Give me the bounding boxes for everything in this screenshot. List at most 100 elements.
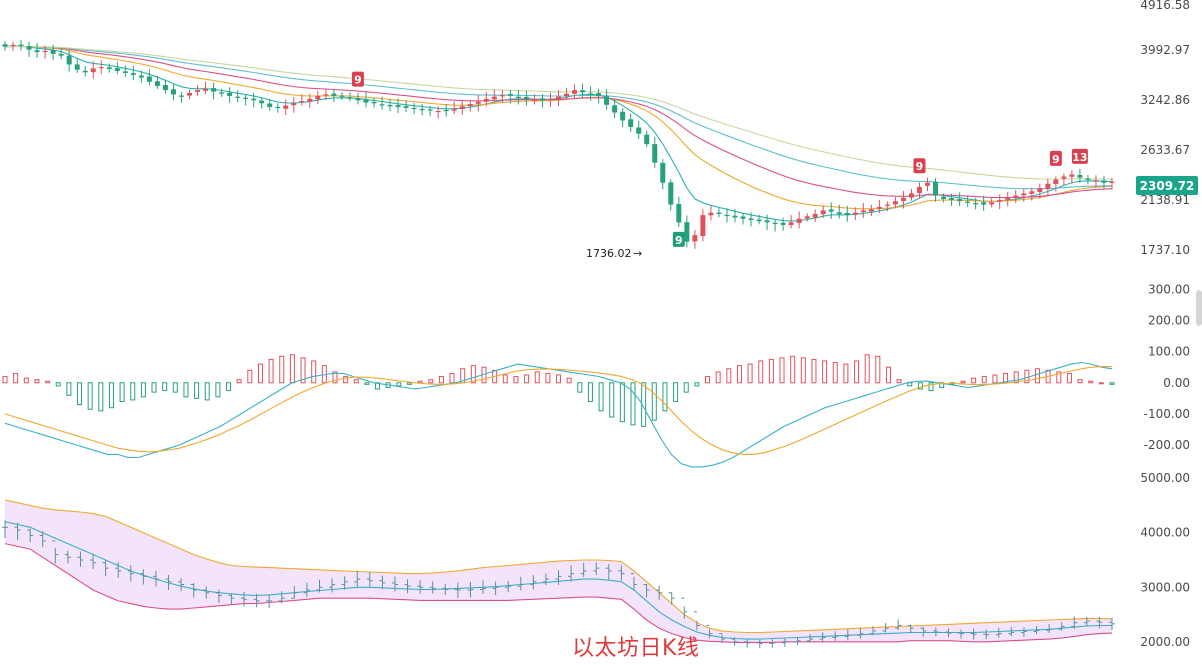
candle-body — [50, 50, 56, 54]
candle-body — [106, 67, 112, 70]
macd-histogram-bar — [236, 379, 242, 384]
macd-histogram-bar — [470, 365, 476, 384]
macd-histogram-bar — [23, 377, 29, 384]
macd-histogram-bar — [609, 382, 615, 418]
candle-body — [556, 96, 561, 100]
min-price-label: 1736.02 — [586, 247, 632, 260]
current-price-label: 2309.72 — [1140, 179, 1195, 193]
macd-histogram-bar — [577, 382, 583, 393]
candle-body — [604, 96, 610, 105]
candle-body — [1037, 188, 1043, 192]
candle-body — [820, 210, 826, 215]
macd-histogram-bar — [140, 382, 146, 398]
candle-body — [122, 71, 128, 73]
macd-histogram-bar — [875, 355, 881, 384]
candle-body — [283, 105, 289, 109]
macd-histogram-bar — [98, 382, 104, 412]
candle-body — [130, 73, 136, 75]
macd-histogram-bar — [928, 382, 934, 392]
macd-histogram-bar — [566, 377, 572, 384]
macd-histogram-bar — [981, 376, 987, 384]
candle-body — [2, 44, 8, 47]
candle-body — [724, 214, 730, 216]
candle-body — [780, 222, 786, 225]
candle-body — [459, 106, 465, 109]
candle-body — [42, 50, 48, 53]
macd-histogram-bar — [1013, 371, 1019, 384]
candle-body — [74, 64, 80, 70]
candle-body — [916, 186, 922, 194]
candle-body — [700, 215, 706, 237]
candle-body — [852, 212, 858, 215]
boll-tick-label: 5000.00 — [1140, 471, 1190, 485]
td-marker-label: 9 — [1052, 153, 1060, 166]
candle-body — [1021, 193, 1027, 196]
candle-body — [933, 181, 939, 196]
candle-body — [668, 182, 674, 205]
candle-body — [748, 218, 754, 220]
candle-body — [981, 202, 987, 205]
macd-histogram-bar — [108, 382, 114, 409]
macd-histogram-bar — [907, 382, 913, 387]
price-tick-label: 2633.67 — [1140, 143, 1190, 157]
candle-body — [949, 198, 955, 201]
candle-body — [211, 88, 217, 92]
macd-tick-label: 300.00 — [1148, 282, 1190, 296]
candle-body — [1045, 183, 1051, 190]
candle-body — [828, 209, 834, 212]
macd-histogram-bar — [800, 357, 806, 384]
candle-body — [796, 218, 802, 223]
candle-body — [243, 97, 249, 99]
candle-body — [154, 81, 160, 86]
macd-histogram-bar — [257, 363, 263, 384]
moving-average-line-5 — [5, 46, 1113, 180]
macd-histogram-bar — [77, 382, 83, 406]
candle-body — [379, 104, 385, 106]
candle-body — [652, 144, 658, 163]
candle-body — [411, 107, 417, 110]
boll-tick-label: 4000.00 — [1140, 526, 1190, 540]
macd-histogram-bar — [843, 363, 849, 384]
scrollbar-handle[interactable] — [1196, 290, 1202, 326]
candle-body — [403, 106, 409, 108]
macd-histogram-bar — [45, 380, 51, 384]
candle-body — [636, 127, 642, 134]
candle-body — [1101, 180, 1107, 183]
macd-histogram-bar — [66, 382, 72, 396]
macd-histogram-bar — [55, 382, 61, 387]
candle-body — [491, 96, 497, 100]
candle-body — [620, 111, 626, 121]
macd-histogram-bar — [343, 376, 349, 384]
macd-histogram-bar — [832, 362, 838, 384]
candle-body — [812, 213, 818, 218]
candle-body — [395, 105, 401, 108]
candle-body — [451, 108, 457, 111]
candle-body — [363, 99, 369, 103]
macd-tick-label: 100.00 — [1148, 345, 1190, 359]
candle-body — [1093, 180, 1099, 182]
td-marker-label: 9 — [916, 160, 924, 173]
td-marker-label: 13 — [1072, 151, 1087, 164]
moving-average-line-4 — [5, 45, 1113, 190]
macd-histogram-bar — [1077, 379, 1083, 384]
macd-tick-label: 0.00 — [1163, 376, 1190, 390]
candle-body — [596, 93, 602, 96]
candle-body — [58, 53, 64, 56]
macd-histogram-bar — [130, 382, 136, 401]
macd-histogram-bar — [1056, 371, 1062, 384]
candle-body — [572, 90, 578, 94]
macd-histogram-bar — [705, 376, 711, 384]
candle-body — [580, 90, 586, 93]
candle-body — [10, 44, 16, 47]
macd-histogram-bar — [758, 360, 764, 384]
candle-body — [347, 97, 353, 99]
candle-body — [957, 199, 963, 202]
candle-body — [788, 222, 794, 226]
candle-body — [162, 85, 168, 91]
candle-body — [315, 95, 321, 100]
macd-histogram-bar — [311, 360, 317, 384]
candle-body — [965, 201, 971, 203]
macd-histogram-bar — [353, 379, 359, 384]
candle-body — [564, 93, 570, 97]
td-marker-label: 9 — [675, 234, 683, 247]
